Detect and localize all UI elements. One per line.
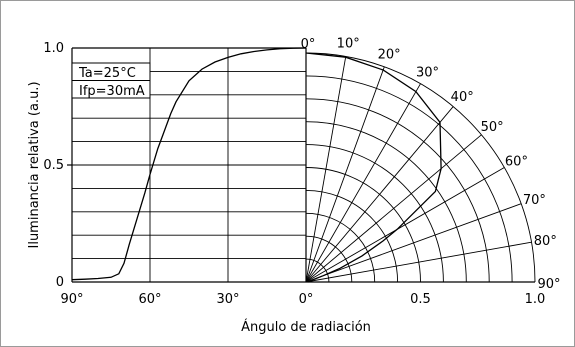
- angle-tick-label: 80°: [534, 234, 557, 249]
- radial-tick-label: 1.0: [525, 292, 546, 307]
- polar-spoke: [305, 66, 385, 283]
- angle-tick-label: 0°: [301, 37, 316, 52]
- polar-spoke: [305, 106, 454, 283]
- polar-ring: [305, 75, 513, 283]
- polar-series-line: [305, 52, 442, 283]
- polar-ring: [305, 98, 490, 283]
- y-tick-label: 1.0: [43, 41, 64, 56]
- polar-spoke: [305, 56, 347, 283]
- radial-tick-label: 0.5: [410, 292, 431, 307]
- polar-ring: [305, 144, 444, 283]
- polar-spoke: [305, 167, 505, 283]
- annotation-current: Ifp=30mA: [79, 84, 145, 99]
- polar-spoke: [305, 241, 532, 283]
- angle-tick-label: 10°: [337, 37, 360, 52]
- angle-tick-label: 20°: [378, 48, 401, 63]
- polar-ring: [305, 167, 421, 283]
- annotation-temperature: Ta=25°C: [78, 66, 136, 81]
- tick-labels: 00.51.090° 60° 30° 0° 0.5 1.00° 10°20°30°40°50…: [43, 37, 560, 307]
- angle-tick-label: 70°: [523, 193, 546, 208]
- angle-tick-label: 30°: [416, 66, 439, 81]
- y-tick-label: 0.5: [43, 158, 64, 173]
- polar-spoke: [305, 134, 482, 283]
- left-series-line: [71, 47, 307, 281]
- x-axis-label: Ángulo de radiación: [241, 319, 371, 335]
- polar-ring: [305, 212, 376, 283]
- y-tick-label: 0: [56, 275, 64, 290]
- right-panel-grid: [305, 52, 536, 283]
- angle-tick-label: 90°: [537, 277, 560, 292]
- polar-ring: [305, 121, 467, 283]
- y-axis-label: Iluminancia relativa (a.u.): [27, 81, 42, 248]
- angle-tick-label: 50°: [481, 120, 504, 135]
- legend: Ta=25°C Ifp=30mA: [71, 62, 151, 99]
- polar-spoke: [305, 83, 421, 283]
- angle-tick-label: 60°: [505, 155, 528, 170]
- x-tick-label: 30°: [216, 292, 239, 307]
- curves: [71, 47, 442, 283]
- x-tick-label: 0°: [299, 292, 314, 307]
- polar-ring: [305, 52, 536, 283]
- polar-ring: [305, 189, 399, 283]
- angle-tick-label: 40°: [451, 90, 474, 105]
- polar-spoke: [305, 203, 522, 283]
- x-tick-label: 90°: [60, 292, 83, 307]
- x-tick-label: 60°: [138, 292, 161, 307]
